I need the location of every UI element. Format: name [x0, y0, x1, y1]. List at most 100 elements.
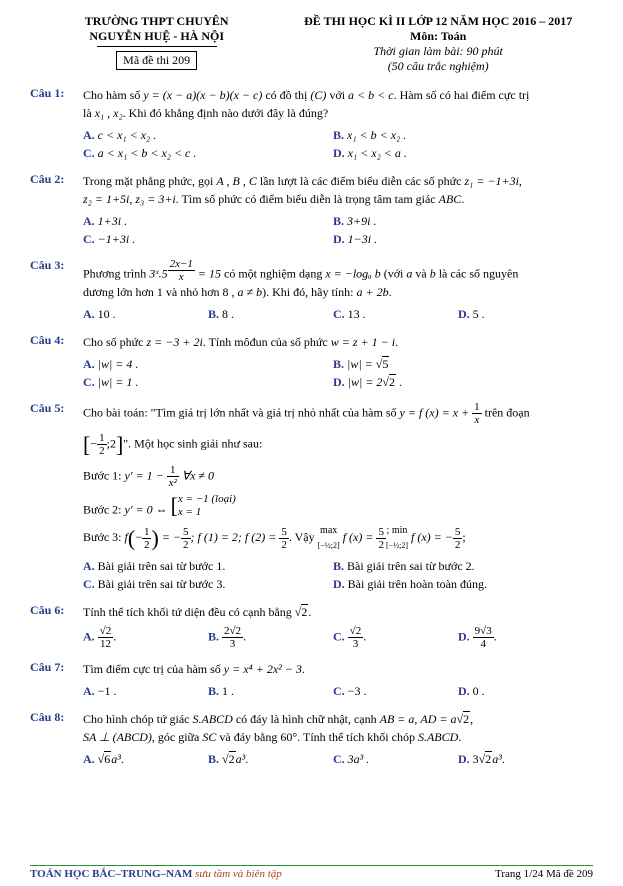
text: , góc giữa — [152, 730, 203, 744]
text: lần lượt là các điểm biểu diễn các số ph… — [257, 174, 465, 188]
question-body: Phương trình 3ˣ.52x−1x = 15 có một nghiệ… — [83, 258, 583, 323]
options: A. 6a³. B. 2a³. C. 3a³ . D. 32a³. — [83, 750, 583, 768]
text: . Hàm số có hai điểm cực trị — [394, 88, 530, 102]
formula: y = f (x) = x + — [400, 406, 473, 420]
question-label: Câu 6: — [30, 603, 80, 618]
option-b: B. x₁ < b < x₂ . — [333, 126, 583, 144]
subject-line: Môn: Toán — [283, 29, 593, 44]
option-b: B. 2√23. — [208, 625, 333, 650]
text: Cho bài toán: "Tìm giá trị lớn nhất và g… — [83, 406, 400, 420]
text: dương lớn hơn 1 và nhỏ hơn 8 , — [83, 285, 238, 299]
text: . Khi đó khẳng định nào dưới đây là đúng… — [123, 106, 328, 120]
text: A , B , C — [216, 174, 256, 188]
question-8: Câu 8: Cho hình chóp tứ giác S.ABCD có đ… — [30, 710, 593, 768]
option-a: A. c < x₁ < x₂ . — [83, 126, 333, 144]
text: − — [90, 437, 97, 451]
option-d: D. 0 . — [458, 682, 583, 700]
question-body: Cho hàm số y = (x − a)(x − b)(x − c) có … — [83, 86, 583, 162]
text: (với — [381, 267, 407, 281]
text: Tìm điểm cực trị của hàm số — [83, 662, 224, 676]
question-label: Câu 4: — [30, 333, 80, 348]
question-body: Cho bài toán: "Tìm giá trị lớn nhất và g… — [83, 401, 583, 593]
text: , — [470, 712, 473, 726]
exam-title: ĐỀ THI HỌC KÌ II LỚP 12 NĂM HỌC 2016 – 2… — [283, 14, 593, 29]
text: Cho hình chóp tứ giác — [83, 712, 193, 726]
text: với — [326, 88, 348, 102]
question-label: Câu 7: — [30, 660, 80, 675]
option-d: D. 1−3i . — [333, 230, 583, 248]
options: A. 10 . B. 8 . C. 13 . D. 5 . — [83, 305, 583, 323]
text: ). Khi đó, hãy tính: — [262, 285, 356, 299]
option-d: D. x₁ < x₂ < a . — [333, 144, 583, 162]
option-c: C. Bài giải trên sai từ bước 3. — [83, 575, 333, 593]
options: A. −1 . B. 1 . C. −3 . D. 0 . — [83, 682, 583, 700]
header-divider — [97, 46, 217, 47]
options: A. Bài giải trên sai từ bước 1. B. Bài g… — [83, 557, 583, 593]
text: và đáy bằng — [216, 730, 280, 744]
question-label: Câu 8: — [30, 710, 80, 725]
header-left: TRƯỜNG THPT CHUYÊN NGUYỄN HUỆ - HÀ NỘI M… — [30, 14, 283, 74]
step-1: Bước 1: y′ = 1 − 1x² ∀x ≠ 0 — [83, 464, 583, 489]
header-right: ĐỀ THI HỌC KÌ II LỚP 12 NĂM HỌC 2016 – 2… — [283, 14, 593, 74]
question-2: Câu 2: Trong mặt phẳng phức, gọi A , B ,… — [30, 172, 593, 248]
option-c: C. √23. — [333, 625, 458, 650]
option-d: D. Bài giải trên hoàn toàn đúng. — [333, 575, 583, 593]
question-label: Câu 2: — [30, 172, 80, 187]
option-c: C. |w| = 1 . — [83, 373, 333, 391]
text: S.ABCD — [193, 712, 233, 726]
text: 60° — [280, 730, 297, 744]
question-5: Câu 5: Cho bài toán: "Tìm giá trị lớn nh… — [30, 401, 593, 593]
option-b: B. 1 . — [208, 682, 333, 700]
option-b: B. Bài giải trên sai từ bước 2. — [333, 557, 583, 575]
text: . Tính môđun của số phức — [203, 335, 331, 349]
school-line-1: TRƯỜNG THPT CHUYÊN — [30, 14, 283, 29]
text: ". Một học sinh giải như sau: — [123, 437, 262, 451]
step-2: Bước 2: y′ = 0 ⇔ [x = −1 (loại)x = 1 — [83, 493, 583, 519]
question-body: Cho hình chóp tứ giác S.ABCD có đáy là h… — [83, 710, 583, 768]
formula: y = x⁴ + 2x² − 3 — [224, 662, 302, 676]
question-6: Câu 6: Tính thể tích khối tứ diện đều có… — [30, 603, 593, 650]
text: . — [389, 285, 392, 299]
text: . Tính thể tích khối chóp — [297, 730, 418, 744]
footer-brand: TOÁN HỌC BẮC–TRUNG–NAM sưu tầm và biên t… — [30, 868, 282, 880]
text: là các số nguyên — [436, 267, 519, 281]
text: SC — [202, 730, 216, 744]
exam-header: TRƯỜNG THPT CHUYÊN NGUYỄN HUỆ - HÀ NỘI M… — [30, 14, 593, 74]
option-d: D. |w| = 22 . — [333, 373, 583, 391]
option-a: A. √212. — [83, 625, 208, 650]
text: Cho hàm số — [83, 88, 143, 102]
text: . — [395, 335, 398, 349]
numerator: 1 — [472, 401, 482, 414]
text: Tính thể tích khối tứ diện đều có cạnh b… — [83, 605, 295, 619]
option-d: D. 32a³. — [458, 750, 583, 768]
text: Trong mặt phẳng phức, gọi — [83, 174, 216, 188]
question-body: Trong mặt phẳng phức, gọi A , B , C lần … — [83, 172, 583, 248]
text: có đáy là hình chữ nhật, cạnh — [233, 712, 380, 726]
formula: a < b < c — [348, 88, 394, 102]
denominator: x — [472, 414, 482, 426]
formula: w = z + 1 − i — [331, 335, 395, 349]
question-body: Tìm điểm cực trị của hàm số y = x⁴ + 2x²… — [83, 660, 583, 700]
formula: 3ˣ.5 — [149, 267, 167, 281]
denominator: 2 — [97, 445, 107, 457]
option-c: C. 3a³ . — [333, 750, 458, 768]
options: A. √212. B. 2√23. C. √23. D. 9√34. — [83, 625, 583, 650]
time-line: Thời gian làm bài: 90 phút — [283, 44, 593, 59]
text: và — [412, 267, 429, 281]
option-d: D. 5 . — [458, 305, 583, 323]
formula: SA ⊥ (ABCD) — [83, 730, 152, 744]
numerator: 1 — [97, 432, 107, 445]
option-b: B. 2a³. — [208, 750, 333, 768]
question-label: Câu 1: — [30, 86, 80, 101]
formula: z₂ = 1+5i — [83, 192, 129, 206]
exam-code-box: Mã đề thi 209 — [116, 51, 197, 70]
option-c: C. 13 . — [333, 305, 458, 323]
formula: AB = a — [380, 712, 415, 726]
option-d: D. 9√34. — [458, 625, 583, 650]
question-label: Câu 5: — [30, 401, 80, 416]
option-a: A. 1+3i . — [83, 212, 333, 230]
formula: z₃ = 3+i — [135, 192, 175, 206]
text: có một nghiệm dạng — [221, 267, 325, 281]
text: là — [83, 106, 95, 120]
formula: a ≠ b — [238, 285, 263, 299]
